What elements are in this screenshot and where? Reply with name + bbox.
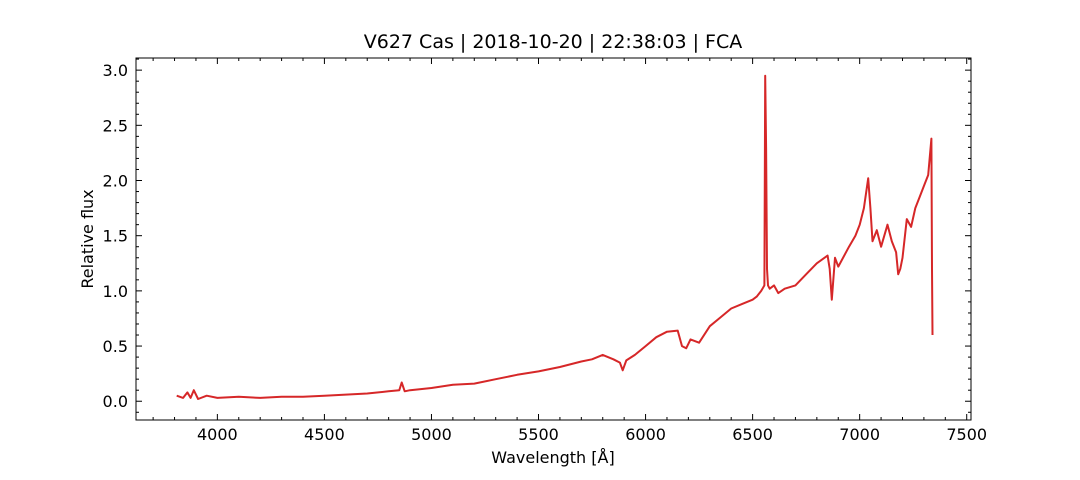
x-tick-label: 7500 bbox=[946, 425, 987, 444]
y-tick-label: 2.0 bbox=[103, 172, 128, 191]
y-tick-label: 0.0 bbox=[103, 392, 128, 411]
x-tick-label: 4000 bbox=[197, 425, 238, 444]
series-line-0 bbox=[176, 74, 934, 400]
y-tick-label: 0.5 bbox=[103, 337, 128, 356]
y-tick-label: 3.0 bbox=[103, 61, 128, 80]
x-tick-label: 5500 bbox=[518, 425, 559, 444]
y-tick-label: 2.5 bbox=[103, 116, 128, 135]
x-tick-label: 4500 bbox=[304, 425, 345, 444]
x-tick-label: 7000 bbox=[839, 425, 880, 444]
plot-frame bbox=[135, 57, 972, 421]
chart-title: V627 Cas | 2018-10-20 | 22:38:03 | FCA bbox=[364, 31, 743, 53]
x-tick-label: 6000 bbox=[625, 425, 666, 444]
y-axis-label: Relative flux bbox=[78, 189, 97, 288]
x-tick-label: 5000 bbox=[411, 425, 452, 444]
x-axis-label: Wavelength [Å] bbox=[491, 448, 614, 467]
y-tick-label: 1.0 bbox=[103, 282, 128, 301]
x-tick-label: 6500 bbox=[732, 425, 773, 444]
y-tick-label: 1.5 bbox=[103, 227, 128, 246]
plot-area: 4000 4500 5000 5500 6000 6500 7000 7500 0.0 0.5 1.… bbox=[103, 57, 987, 444]
